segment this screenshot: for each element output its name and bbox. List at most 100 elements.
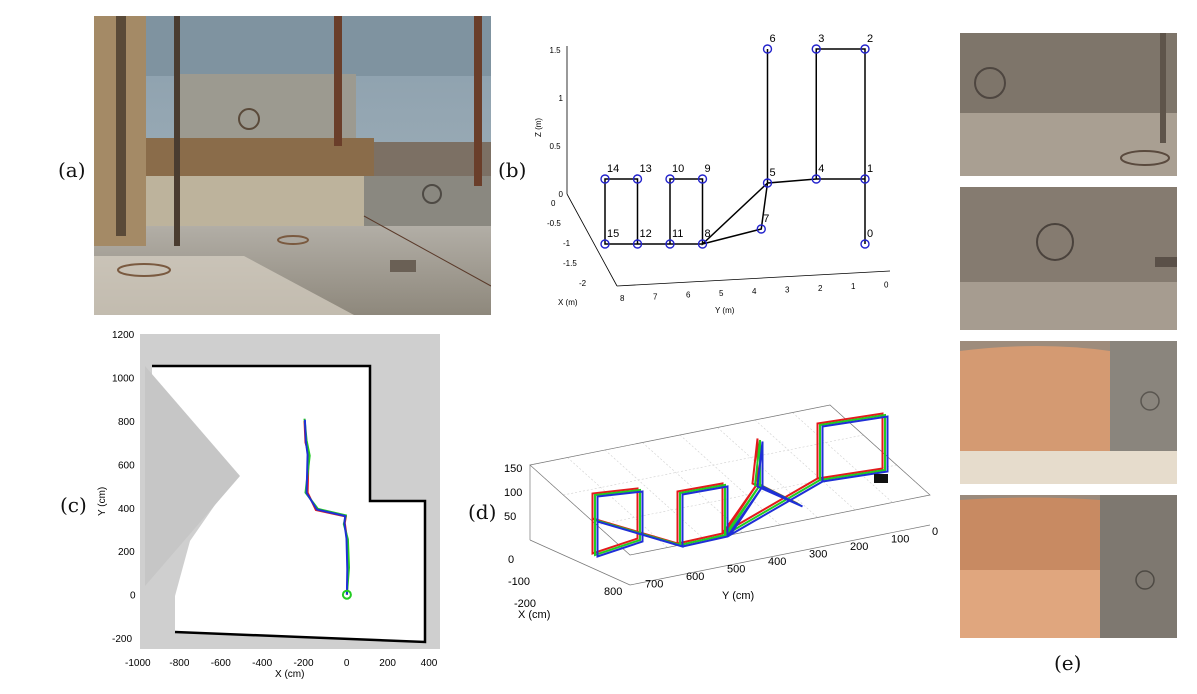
c-y-tick: 1000 [112,373,135,384]
b-x-tick: -1.5 [563,259,577,268]
panel-label-a: (a) [58,158,86,182]
camera-frame-2 [960,187,1177,330]
map-free-area [152,366,425,642]
b-x-tick: -2 [579,279,587,288]
c-y-tick: 0 [130,591,136,602]
d-z-tick: 100 [504,487,522,499]
b-y-tick: 7 [653,292,658,301]
panel-label-d: (d) [468,500,497,524]
waypoint-label: 15 [607,228,619,240]
b-zlabel: Z (m) [534,118,543,137]
b-xlabel: X (m) [558,298,578,307]
trajectory-line [303,419,349,595]
b-y-tick: 0 [884,280,889,289]
waypoint-marker [762,44,773,54]
d-x-tick: -200 [514,598,536,610]
d-grid-line [792,412,893,503]
waypoint-marker [762,178,773,188]
trajectory-3d-plot: 50 100 150 0 -100 -200 800 700 600 500 400 300 200… [500,395,955,625]
b-x-tick: 0 [551,199,556,208]
waypoint-label: 9 [705,163,711,175]
d-y-tick: 700 [645,579,663,591]
waypoint-label: 11 [672,228,683,240]
waypoint-marker [811,174,821,184]
map-wall [152,364,427,644]
b-y-tick: 6 [686,291,691,300]
b-y-tick: 4 [752,287,757,296]
c-x-tick: 400 [421,658,438,669]
waypoint-marker [600,239,610,249]
d-y-tick: 0 [932,526,938,538]
d-x-tick: -100 [508,576,530,588]
waypoint-label: 12 [640,228,652,240]
waypoint-marker [665,239,675,249]
waypoint-label: 8 [705,228,711,240]
b-x-tick: -0.5 [547,219,561,228]
c-y-tick: 200 [118,547,135,558]
waypoint-marker [860,174,870,184]
b-y-tick: 3 [785,286,790,295]
camera-frame-4 [960,495,1177,638]
waypoint-marker [811,44,821,54]
start-marker [341,589,352,600]
d-trajectory-line [591,412,884,555]
waypoint-label: 0 [867,228,873,240]
d-z-tick: 50 [504,511,516,523]
d-xlabel: X (cm) [518,609,550,621]
waypoint-label: 13 [640,163,652,175]
c-xlabel: X (cm) [275,669,304,680]
d-grid-line [754,419,856,511]
waypoint-label: 3 [818,33,824,45]
b-y-tick: 2 [818,284,823,293]
waypoint-label: 1 [867,163,873,175]
d-grid-line [563,434,864,496]
d-y-tick: 200 [850,541,868,553]
waypoint-marker [600,174,610,184]
waypoint-label: 4 [818,163,824,175]
panel-label-c: (c) [60,493,87,517]
c-x-tick: -200 [294,658,314,669]
waypoint-label: 6 [770,33,776,45]
axes-frame [566,46,891,287]
c-ylabel: Y (cm) [97,487,108,516]
waypoint-marker [860,44,870,54]
waypoint-label: 10 [672,163,684,175]
waypoint-marker [632,174,643,184]
d-grid-line [567,457,668,548]
waypoint-path [604,48,866,246]
d-y-tick: 300 [809,549,827,561]
d-x-tick: 0 [508,554,514,566]
b-x-tick: -1 [563,239,571,248]
d-trajectory-line [594,413,886,557]
d-ylabel: Y (cm) [722,590,754,602]
c-y-tick: 400 [118,504,135,515]
waypoint-label: 14 [607,163,619,175]
d-y-tick: 600 [686,571,704,583]
d-y-tick: 500 [727,564,745,576]
waypoint-marker [756,224,766,234]
waypoint-marker [632,239,643,249]
c-y-tick: 800 [118,417,135,428]
waypoint-marker [860,239,870,249]
c-x-tick: 0 [344,658,350,669]
b-y-tick: 5 [719,289,724,298]
b-ylabel: Y (m) [715,306,735,315]
b-y-tick: 8 [620,294,625,303]
robot-start-marker [874,474,888,483]
tank-interior-photo [94,16,491,315]
c-x-tick: -800 [169,658,189,669]
c-x-tick: -600 [211,658,231,669]
panel-label-b: (b) [498,158,527,182]
c-x-tick: -400 [252,658,272,669]
d-y-tick: 800 [604,586,622,598]
occupancy-map-plot: -1000 -800 -600 -400 -200 0 200 400 1200 1000 800… [90,326,470,690]
b-z-tick: 0.5 [550,142,562,151]
c-y-tick: 1200 [112,330,135,341]
b-y-tick: 1 [851,282,856,291]
waypoint-marker [697,239,708,249]
d-trajectory-line [596,415,889,558]
waypoint-label: 5 [770,167,776,179]
camera-frame-1 [960,33,1177,176]
c-y-tick: 600 [118,460,135,471]
